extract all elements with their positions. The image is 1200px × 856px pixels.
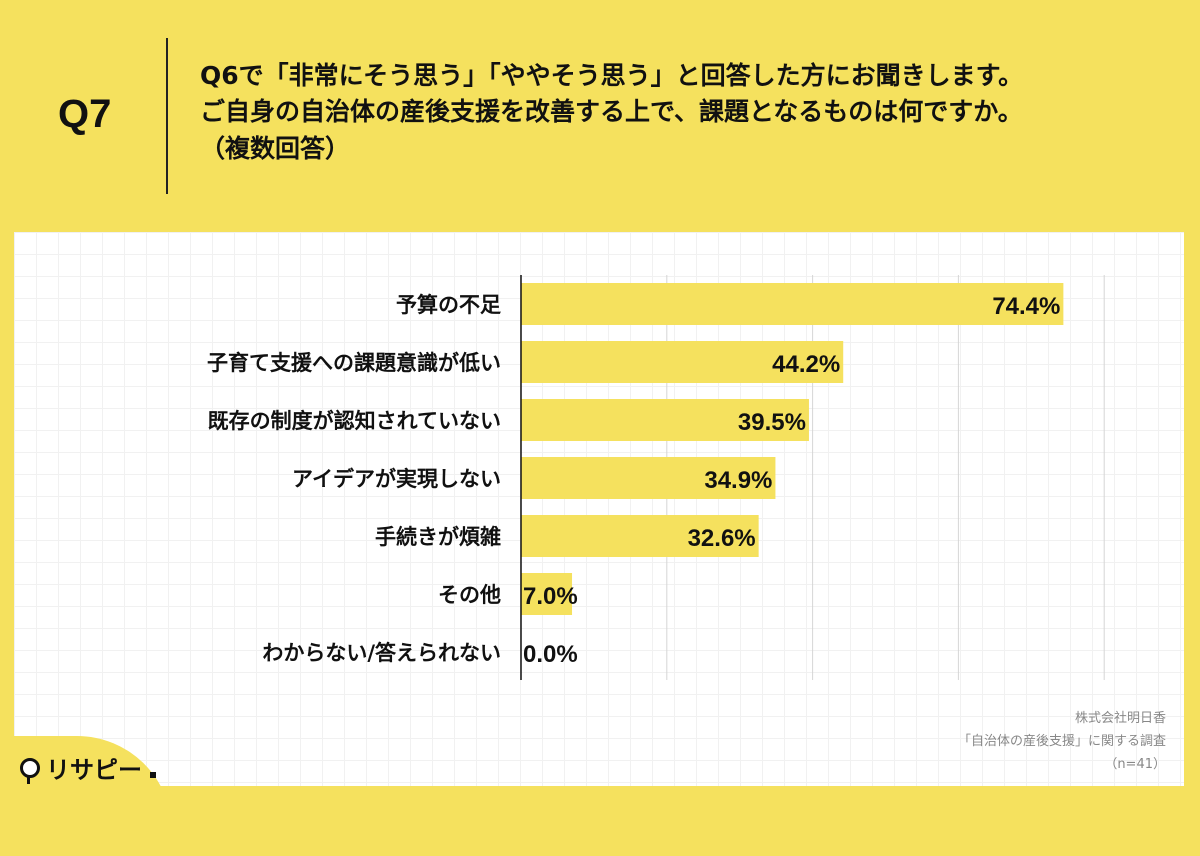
value-label: 32.6%	[688, 525, 756, 552]
bar	[521, 457, 776, 499]
bar	[521, 283, 1064, 325]
header-divider	[166, 38, 168, 194]
category-label: 子育て支援への課題意識が低い	[207, 351, 501, 375]
pin-icon	[20, 757, 40, 784]
category-label: わからない/答えられない	[262, 641, 501, 665]
logo-dot	[150, 771, 156, 778]
logo-text: リサピー	[46, 756, 142, 784]
bar	[521, 573, 573, 615]
bar	[521, 399, 809, 441]
chart-panel: 予算の不足 74.4% 子育て支援への課題意識が低い 44.2% 既存の制度が認知されて…	[14, 232, 1184, 786]
question-line-3: （複数回答）	[200, 133, 351, 163]
value-label: 0.0%	[523, 641, 578, 668]
bar	[521, 515, 759, 557]
category-label: アイデアが実現しない	[292, 467, 501, 491]
source-note: 株式会社明日香 「自治体の産後支援」に関する調査 （n=41）	[958, 708, 1166, 776]
source-sample: （n=41）	[1104, 756, 1166, 772]
category-label: 既存の制度が認知されていない	[208, 409, 501, 433]
question-line-2: ご自身の自治体の産後支援を改善する上で、課題となるものは何ですか。	[200, 97, 1023, 127]
value-label: 44.2%	[772, 351, 840, 378]
bar-chart: 予算の不足 74.4% 子育て支援への課題意識が低い 44.2% 既存の制度が認知されて…	[207, 275, 1105, 680]
value-label: 74.4%	[992, 293, 1060, 320]
value-label: 34.9%	[704, 467, 772, 494]
value-label: 7.0%	[523, 583, 578, 610]
source-survey: 「自治体の産後支援」に関する調査	[957, 733, 1166, 749]
category-label: 予算の不足	[396, 293, 501, 317]
question-line-1: Q6で「非常にそう思う」「ややそう思う」と回答した方にお聞きします。	[200, 61, 1024, 90]
category-label: 手続きが煩雑	[375, 525, 501, 549]
question-text: Q6で「非常にそう思う」「ややそう思う」と回答した方にお聞きします。 ご自身の自…	[200, 58, 1180, 167]
value-label: 39.5%	[738, 409, 806, 436]
logo: リサピー	[20, 750, 156, 785]
category-label: その他	[438, 583, 501, 607]
source-company: 株式会社明日香	[1074, 711, 1166, 726]
question-number: Q7	[58, 92, 112, 136]
bar	[521, 341, 844, 383]
